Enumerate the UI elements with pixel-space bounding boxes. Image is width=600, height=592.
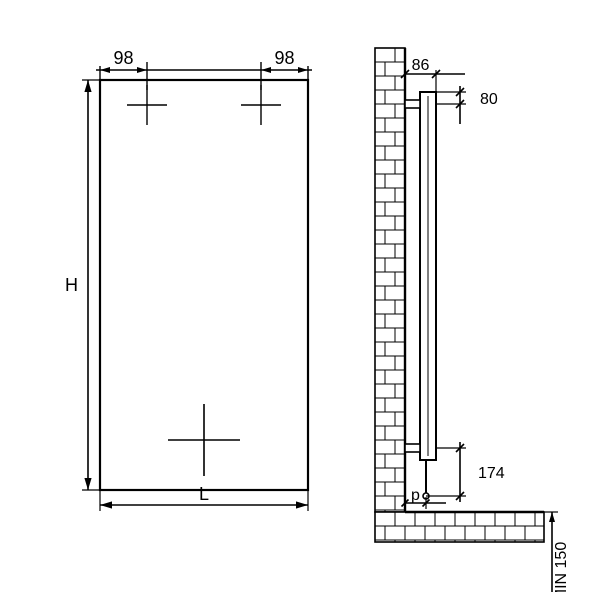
technical-drawing: 98 98 H L 86 80 174 p MIN 150 bbox=[0, 0, 600, 592]
svg-text:98: 98 bbox=[113, 48, 133, 68]
svg-text:MIN 150: MIN 150 bbox=[553, 542, 570, 592]
svg-text:98: 98 bbox=[274, 48, 294, 68]
svg-text:80: 80 bbox=[480, 91, 498, 108]
side-view: 86 80 174 p MIN 150 bbox=[375, 48, 570, 592]
svg-text:86: 86 bbox=[412, 57, 430, 74]
svg-text:174: 174 bbox=[478, 465, 505, 482]
svg-text:p: p bbox=[411, 487, 420, 504]
front-view: 98 98 H L bbox=[65, 48, 312, 511]
svg-text:H: H bbox=[65, 275, 78, 295]
svg-text:L: L bbox=[199, 484, 209, 504]
